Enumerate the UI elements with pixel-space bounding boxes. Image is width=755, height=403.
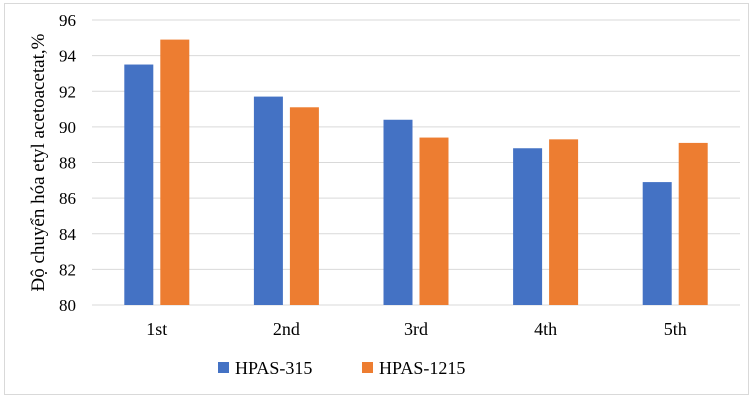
y-axis-label: Độ chuyển hóa etyl acetoacetat,% xyxy=(28,33,49,291)
bar-hpas-1215-2nd xyxy=(289,107,319,305)
legend-swatch-hpas-1215 xyxy=(362,362,373,373)
legend-label: HPAS-315 xyxy=(235,358,312,378)
bar-hpas-315-4th xyxy=(513,148,543,305)
x-category-label: 5th xyxy=(664,319,687,339)
bar-hpas-315-3rd xyxy=(383,119,413,305)
bars xyxy=(124,39,708,305)
bar-hpas-315-5th xyxy=(642,182,672,305)
bar-hpas-1215-3rd xyxy=(419,137,449,305)
y-tick-label: 84 xyxy=(59,225,77,244)
legend-label: HPAS-1215 xyxy=(379,358,465,378)
y-tick-label: 80 xyxy=(59,296,76,315)
legend-swatch-hpas-315 xyxy=(218,362,229,373)
bar-hpas-1215-5th xyxy=(678,142,708,305)
y-tick-label: 90 xyxy=(59,118,76,137)
bar-hpas-315-1st xyxy=(124,64,154,305)
x-axis-categories: 1st 2nd 3rd 4th 5th xyxy=(146,319,686,339)
x-category-label: 2nd xyxy=(273,319,300,339)
y-tick-label: 94 xyxy=(59,47,77,66)
gridlines xyxy=(92,19,740,306)
bar-hpas-1215-1st xyxy=(160,39,190,305)
y-tick-label: 82 xyxy=(59,260,76,279)
x-category-label: 1st xyxy=(146,319,167,339)
bar-hpas-315-2nd xyxy=(253,96,283,305)
y-tick-label: 88 xyxy=(59,154,76,173)
y-tick-label: 86 xyxy=(59,189,76,208)
legend: HPAS-315 HPAS-1215 xyxy=(218,358,465,378)
y-tick-label: 96 xyxy=(59,11,76,30)
y-tick-label: 92 xyxy=(59,82,76,101)
y-axis-ticks: 80 82 84 86 88 90 92 94 96 xyxy=(59,11,77,315)
x-category-label: 3rd xyxy=(404,319,428,339)
x-category-label: 4th xyxy=(534,319,557,339)
bar-hpas-1215-4th xyxy=(549,139,579,305)
